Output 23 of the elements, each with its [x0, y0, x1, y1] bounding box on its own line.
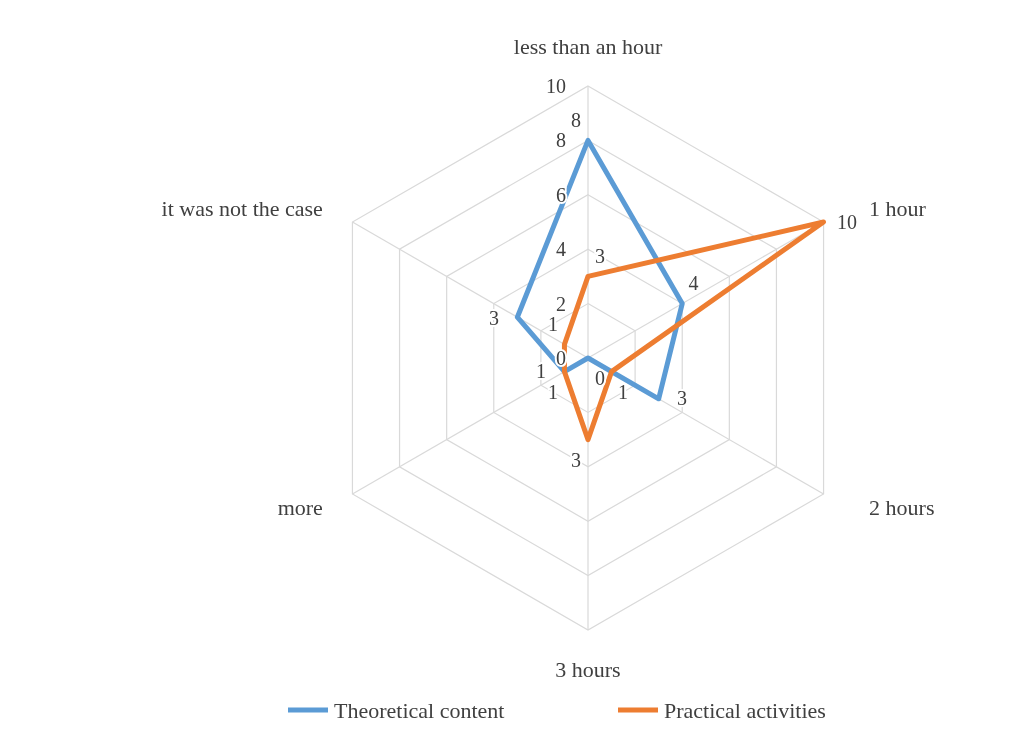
y-tick-label: 4 [556, 238, 566, 261]
data-label: 3 [489, 306, 500, 329]
spoke-label: less than an hour [513, 34, 663, 60]
spoke-label: 2 hours [869, 495, 935, 521]
data-label: 3 [595, 245, 605, 268]
data-label: 1 [617, 380, 628, 403]
data-label: 1 [536, 360, 547, 383]
legend-label: Practical activities [664, 697, 826, 723]
data-label: 10 [836, 211, 857, 234]
data-label: 1 [548, 380, 559, 403]
spoke-label: 1 hour [869, 196, 927, 222]
data-label: 4 [688, 272, 699, 295]
spoke-label: more [277, 495, 323, 521]
data-label: 1 [548, 313, 559, 336]
y-tick-label: 8 [556, 129, 566, 152]
legend-label: Theoretical content [334, 697, 505, 723]
data-label: 3 [571, 448, 581, 471]
spoke-label: 3 hours [555, 657, 621, 682]
y-tick-label: 2 [556, 292, 566, 315]
data-label: 8 [571, 109, 581, 132]
spoke-label: it was not the case [161, 196, 323, 222]
data-label: 3 [676, 387, 687, 410]
y-tick-label: 10 [546, 75, 566, 97]
